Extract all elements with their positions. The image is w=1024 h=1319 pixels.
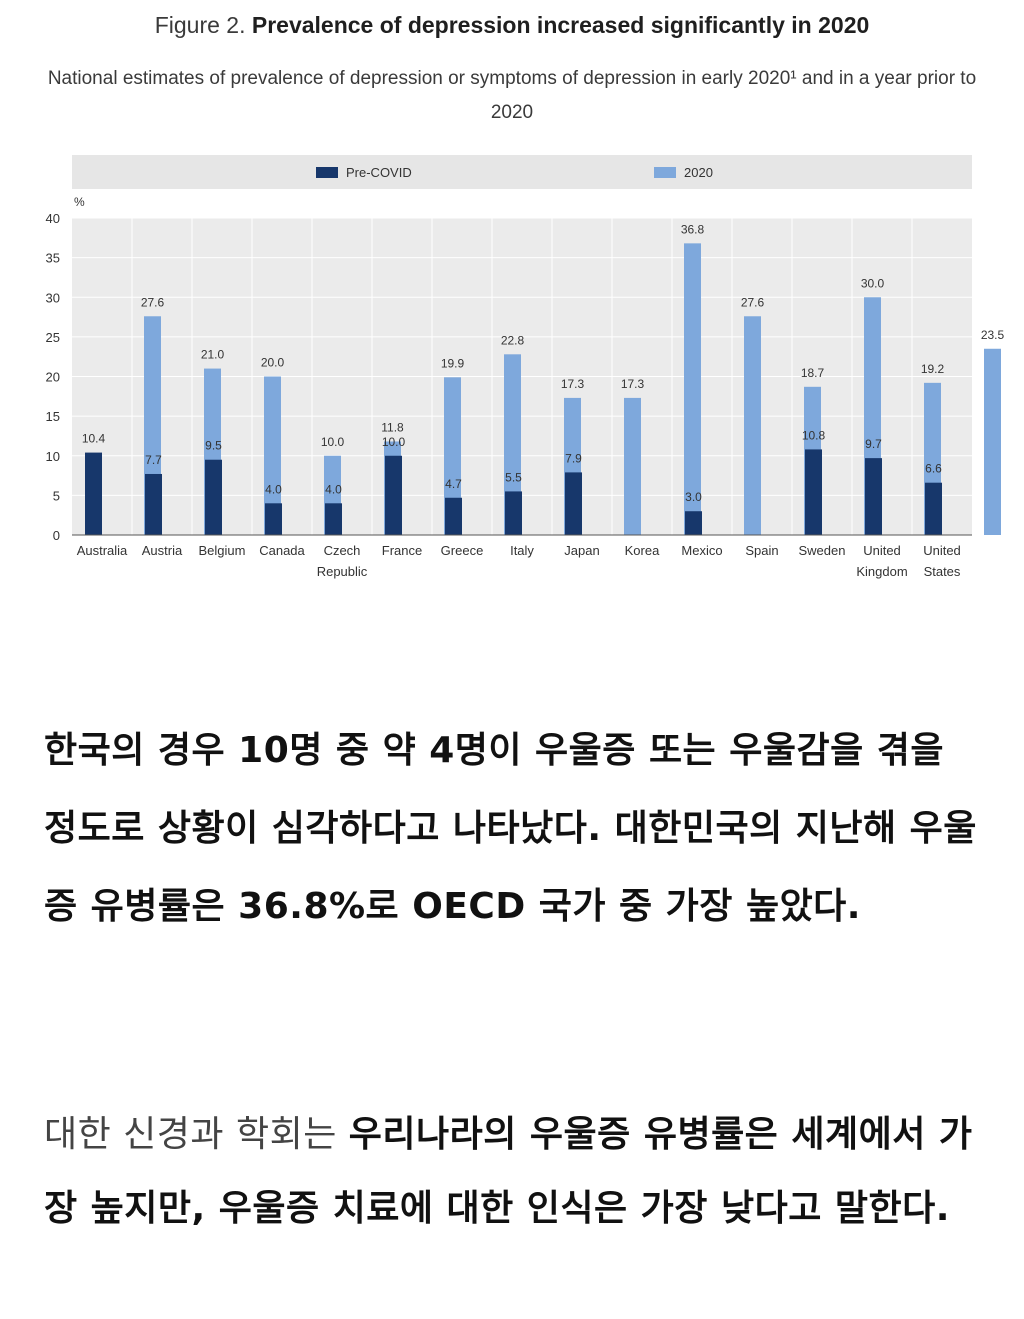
bar-pre-covid: [565, 472, 582, 535]
data-label: 7.9: [565, 451, 582, 465]
bar-2020: [984, 348, 1001, 535]
data-label: 10.0: [382, 435, 406, 449]
paragraph-2-prefix: 대한 신경과 학회는: [44, 1114, 349, 1155]
data-label: 36.8: [681, 222, 705, 236]
x-tick-label: Spain: [745, 543, 778, 558]
data-label: 3.0: [685, 490, 702, 504]
data-label: 4.7: [445, 477, 462, 491]
x-tick-label: United Kingdom: [856, 543, 907, 579]
x-tick-label: Korea: [625, 543, 660, 558]
data-label: 10.8: [802, 428, 826, 442]
legend-swatch-1: [654, 167, 676, 178]
x-tick-label: United States: [923, 543, 961, 579]
data-label: 23.5: [981, 328, 1005, 342]
x-tick-label: Czech Republic: [317, 543, 368, 579]
bar-pre-covid: [385, 455, 402, 535]
data-label: 21.0: [201, 348, 225, 362]
figure-title-text: Prevalence of depression increased signi…: [251, 12, 870, 38]
data-label: 9.5: [205, 439, 222, 453]
y-tick-label: 20: [46, 370, 60, 385]
data-label: 7.7: [145, 453, 162, 467]
bar-2020: [624, 397, 641, 535]
data-label: 30.0: [861, 276, 885, 290]
bar-pre-covid: [445, 497, 462, 535]
bar-pre-covid: [145, 473, 162, 535]
x-tick-label: Japan: [564, 543, 599, 558]
data-label: 17.3: [561, 377, 585, 391]
data-label: 19.2: [921, 362, 945, 376]
paragraph-2-emphasis: 우리나라의 우울증 유병률은 세계에서 가장 높지만, 우울증 치료에 대한 인…: [44, 1114, 973, 1229]
bar-pre-covid: [805, 449, 822, 535]
x-tick-label: France: [382, 543, 422, 558]
data-label: 19.9: [441, 356, 465, 370]
bar-2020: [264, 376, 281, 535]
y-tick-label: 15: [46, 409, 60, 424]
x-tick-label: Greece: [441, 543, 484, 558]
bar-2020: [504, 354, 521, 535]
data-label: 11.8: [381, 420, 404, 434]
data-label: 27.6: [741, 295, 765, 309]
bar-2020: [744, 316, 761, 535]
x-tick-label: Italy: [510, 543, 534, 558]
data-label: 9.7: [865, 437, 882, 451]
data-label: 10.0: [321, 435, 345, 449]
legend-label-1: 2020: [684, 165, 713, 180]
figure-title: Figure 2. Prevalence of depression incre…: [0, 12, 1024, 39]
figure-subtitle: National estimates of prevalence of depr…: [47, 68, 977, 123]
y-tick-label: 25: [46, 330, 60, 345]
bar-pre-covid: [685, 511, 702, 535]
bar-pre-covid: [205, 459, 222, 535]
bar-pre-covid: [865, 458, 882, 535]
x-tick-label: Mexico: [681, 543, 722, 558]
y-tick-label: 30: [46, 290, 60, 305]
y-tick-label: 0: [53, 528, 60, 543]
data-label: 6.6: [925, 462, 942, 476]
bar-pre-covid: [505, 491, 522, 535]
y-tick-label: 10: [46, 449, 60, 464]
data-label: 22.8: [501, 333, 525, 347]
bar-pre-covid: [265, 503, 282, 535]
y-tick-label: 5: [53, 488, 60, 503]
data-label: 5.5: [505, 470, 522, 484]
article-paragraph-1: 한국의 경우 10명 중 약 4명이 우울증 또는 우울감을 겪을 정도로 상황…: [44, 730, 977, 927]
legend-label-0: Pre-COVID: [346, 165, 412, 180]
legend-band: [72, 155, 972, 189]
bar-2020: [684, 243, 701, 536]
article-paragraph-2: 대한 신경과 학회는 우리나라의 우울증 유병률은 세계에서 가장 높지만, 우…: [44, 1098, 984, 1246]
bar-chart: Pre-COVID 2020 0 5 10 15 20 25 30 35 40% 10.4 27.6 Au…: [46, 155, 1005, 579]
bar-2020: [444, 377, 461, 535]
bar-pre-covid: [85, 452, 102, 535]
data-label: 4.0: [325, 482, 342, 496]
x-tick-label: Sweden: [799, 543, 846, 558]
bar-pre-covid: [325, 503, 342, 535]
data-label: 18.7: [801, 366, 825, 380]
data-label: 27.6: [141, 295, 165, 309]
figure-label: Figure 2.: [154, 12, 246, 38]
y-tick-label: 35: [46, 251, 60, 266]
x-tick-label: Austria: [142, 543, 183, 558]
data-label: 4.0: [265, 482, 282, 496]
legend-swatch-0: [316, 167, 338, 178]
bar-pre-covid: [925, 482, 942, 535]
x-tick-label: Australia: [77, 543, 128, 558]
data-label: 10.4: [82, 432, 106, 446]
y-tick-label: 40: [46, 211, 60, 226]
y-axis-label: %: [74, 195, 85, 209]
data-label: 20.0: [261, 356, 285, 370]
x-tick-label: Belgium: [199, 543, 246, 558]
data-label: 17.3: [621, 377, 645, 391]
x-tick-label: Canada: [259, 543, 305, 558]
